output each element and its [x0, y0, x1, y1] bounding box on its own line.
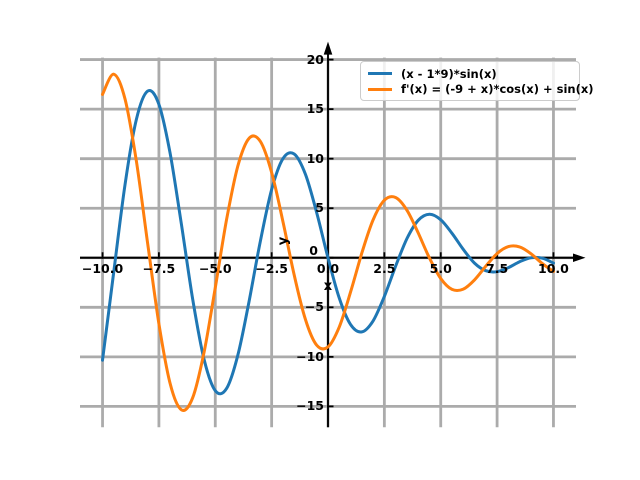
legend: (x - 1*9)*sin(x) f'(x) = (-9 + x)*cos(x)…: [360, 61, 594, 101]
y-tick-label-10: 10: [306, 150, 324, 166]
x-axis-label: x: [323, 279, 333, 294]
y-tick-label-5: 5: [315, 200, 324, 216]
x-tick-label-−7.5: −7.5: [142, 261, 176, 276]
y-tick-label-0: 0: [309, 242, 318, 258]
x-tick-label-−2.5: −2.5: [255, 261, 288, 276]
x-tick-label-2.5: 2.5: [373, 261, 396, 276]
y-tick-label-−10: −10: [296, 348, 324, 364]
x-tick-label-0.0: 0.0: [316, 261, 340, 276]
x-axis-arrowhead: [573, 253, 586, 263]
curve-series-1: [101, 72, 555, 412]
y-tick-label-−5: −5: [304, 299, 324, 315]
y-tick-label-20: 20: [306, 51, 324, 67]
x-tick-label-−5.0: −5.0: [198, 261, 232, 276]
legend-line-sample-blue: [368, 72, 392, 76]
legend-label-0: (x - 1*9)*sin(x): [401, 66, 497, 81]
legend-entry-1: f'(x) = (-9 + x)*cos(x) + sin(x): [368, 82, 594, 97]
legend-line-sample-orange: [368, 87, 392, 91]
x-tick-label-−10.0: −10.0: [81, 261, 124, 276]
y-tick-label-15: 15: [306, 101, 324, 117]
x-tick-label-10.0: 10.0: [538, 261, 569, 276]
y-tick-label-−15: −15: [296, 398, 324, 414]
x-tick-label-7.5: 7.5: [486, 261, 509, 276]
legend-entry-0: (x - 1*9)*sin(x): [368, 66, 572, 81]
y-axis-arrowhead: [323, 41, 333, 55]
x-tick-label-5.0: 5.0: [429, 261, 452, 276]
curve-series-0: [101, 89, 555, 396]
legend-label-1: f'(x) = (-9 + x)*cos(x) + sin(x): [401, 82, 594, 97]
